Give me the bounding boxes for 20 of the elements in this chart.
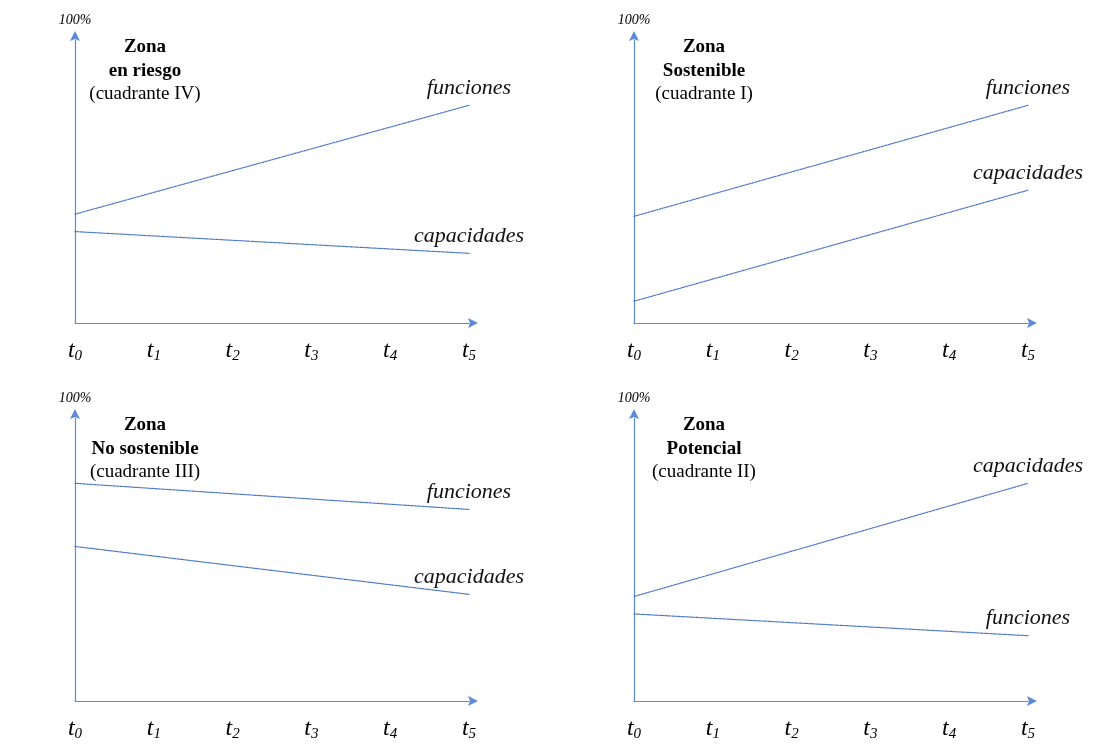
y-axis-title: 100% (617, 11, 651, 27)
chart-subtitle: (cuadrante IV) (89, 82, 201, 104)
series-label: funciones (985, 73, 1071, 99)
y-axis-title: 100% (617, 389, 651, 405)
chart-subtitle: (cuadrante I) (655, 82, 753, 104)
chart-title: Zona No sostenible (91, 412, 199, 458)
chart-title: Zona Sostenible (662, 34, 746, 80)
y-axis-title: 100% (58, 11, 92, 27)
chart-subtitle: (cuadrante III) (89, 460, 201, 482)
series-label: capacidades (973, 158, 1083, 184)
chart-title: Zona en riesgo (108, 34, 182, 80)
series-label: funciones (985, 604, 1071, 630)
chart-title: Zona Potencial (666, 412, 742, 458)
series-label: capacidades (414, 562, 524, 588)
y-axis-title: 100% (58, 389, 92, 405)
chart-subtitle: (cuadrante II) (652, 460, 756, 482)
series-label: funciones (426, 73, 512, 99)
series-label: capacidades (973, 451, 1083, 477)
series-label: funciones (426, 477, 512, 503)
series-label: capacidades (414, 221, 524, 247)
